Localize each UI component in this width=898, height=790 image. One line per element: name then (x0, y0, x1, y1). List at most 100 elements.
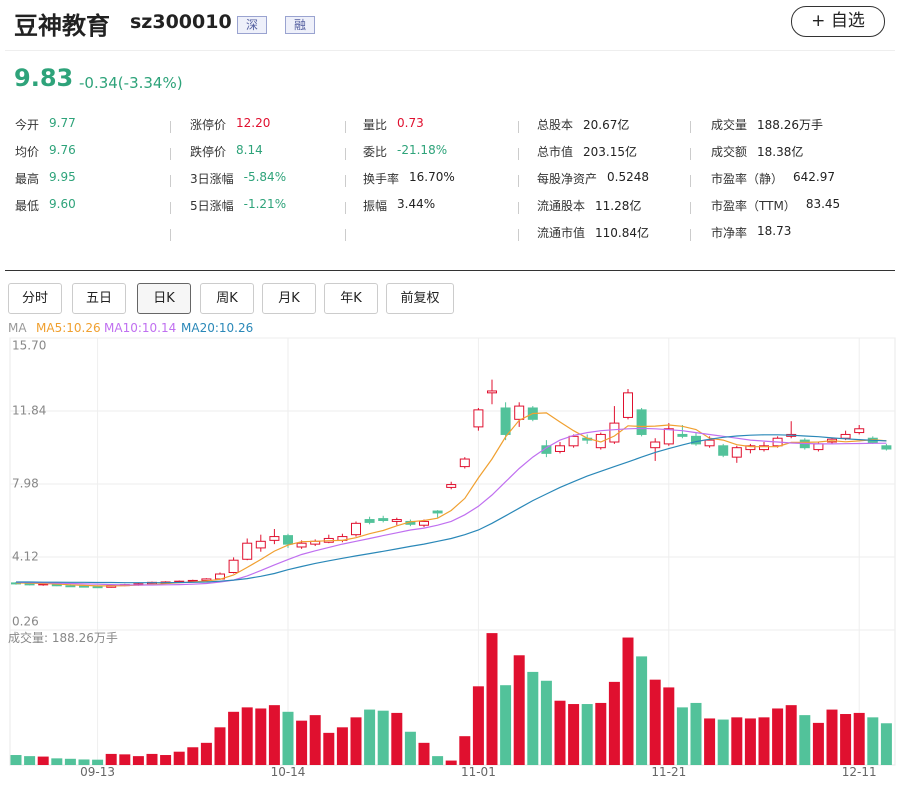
candle-body (759, 445, 769, 451)
volume-bar (663, 687, 675, 765)
volume-bar (119, 754, 131, 765)
stat-value: 203.15亿 (583, 145, 638, 159)
volume-bar (622, 637, 634, 765)
candle-body (500, 407, 511, 435)
candle-body (623, 392, 633, 418)
tab[interactable]: 周K (200, 283, 254, 314)
stat-row: 最高 9.95 (15, 170, 76, 197)
candle-body (813, 443, 824, 451)
volume-bar (636, 656, 648, 765)
stat-label: 流通股本 (537, 199, 586, 213)
tab[interactable]: 五日 (72, 283, 126, 314)
candle-body (568, 435, 579, 447)
legend-entry: MA20:10.26 (181, 321, 253, 335)
volume-bar (690, 702, 702, 765)
stat-value: -5.84% (243, 170, 287, 184)
y-tick-label: 15.70 (12, 339, 46, 353)
stat-label: 今开 (15, 118, 40, 132)
stat-row: 换手率 16.70% (363, 170, 455, 197)
volume-bar (146, 753, 158, 765)
tab[interactable]: 年K (324, 283, 378, 314)
x-tick-label: 12-11 (842, 765, 877, 779)
candle-body (92, 586, 103, 589)
stat-value: 83.45 (805, 197, 841, 211)
separator (518, 202, 519, 214)
volume-bar (500, 685, 512, 765)
volume-bar (350, 717, 362, 765)
volume-bar (867, 717, 879, 765)
volume-bar (758, 717, 770, 765)
volume-bar (717, 719, 729, 765)
candle-body (473, 409, 484, 428)
candle-body (228, 559, 239, 574)
volume-bar (704, 718, 716, 765)
tab[interactable]: 前复权 (386, 283, 454, 314)
separator (345, 148, 346, 160)
divider (5, 270, 895, 271)
candle-body (677, 433, 688, 437)
volume-bar (37, 756, 49, 765)
stat-label: 量比 (363, 118, 388, 132)
price: 9.83 (14, 64, 74, 92)
stat-value: 3.44% (397, 197, 436, 211)
stat-row: 流通股本 11.28亿 (537, 197, 649, 224)
candle-body (255, 540, 266, 549)
volume-bar (472, 686, 484, 765)
tag: 融 (285, 16, 315, 34)
separator (345, 229, 346, 241)
stat-label: 最高 (15, 172, 40, 186)
stat-row: 涨停价 12.20 (190, 116, 286, 143)
volume-bar (268, 705, 280, 765)
volume-bar (853, 712, 865, 765)
separator (170, 121, 171, 133)
separator (518, 229, 519, 241)
candle-body (555, 445, 565, 452)
volume-bar (772, 708, 784, 765)
stat-value: 18.38亿 (757, 145, 804, 159)
stock-name: 豆神教育 (14, 12, 110, 40)
separator (690, 229, 691, 241)
volume-label: 成交量: 188.26万手 (8, 630, 118, 645)
y-tick-label: 0.26 (12, 615, 39, 629)
volume-bar (24, 756, 36, 765)
watchlist-button[interactable]: + 自选 (791, 6, 885, 37)
volume-bar (731, 717, 743, 765)
candle-body (242, 542, 253, 560)
tag: 深 (237, 16, 267, 34)
candle-body (432, 510, 443, 514)
y-tick-label: 4.12 (12, 550, 39, 564)
candle-body (65, 585, 76, 588)
stat-row: 均价 9.76 (15, 143, 76, 170)
volume-bar (323, 732, 335, 765)
stat-value: 12.20 (236, 116, 271, 130)
price-change: -0.34(-3.34%) (79, 74, 183, 92)
tab[interactable]: 分时 (8, 283, 62, 314)
stat-row: 量比 0.73 (363, 116, 455, 143)
candle-body (364, 519, 375, 523)
candle-body (459, 458, 470, 468)
volume-bar (595, 702, 607, 765)
candle-body (636, 409, 647, 435)
tab[interactable]: 日K (137, 283, 191, 314)
tab[interactable]: 月K (262, 283, 316, 314)
stat-label: 3日涨幅 (190, 172, 234, 186)
volume-bar (241, 707, 253, 765)
separator (518, 175, 519, 187)
separator (690, 148, 691, 160)
stat-row: 振幅 3.44% (363, 197, 455, 224)
volume-bar (812, 722, 824, 765)
candle-body (446, 484, 457, 488)
candle-body (840, 433, 851, 439)
separator (690, 175, 691, 187)
volume-bar (105, 753, 117, 765)
candle-body (881, 445, 892, 450)
stat-row: 3日涨幅 -5.84% (190, 170, 286, 197)
stat-value: 188.26万手 (757, 118, 824, 132)
candle-body (541, 445, 552, 454)
stats-column: 成交量 188.26万手 成交额 18.38亿 市盈率（静） 642.97 市盈率（TTM）… (711, 116, 840, 251)
stats-column: 涨停价 12.20 跌停价 8.14 3日涨幅 -5.84% 5日涨幅 -1.21% (190, 116, 286, 224)
stock-code: sz300010 (130, 11, 232, 33)
candle-body (854, 428, 865, 434)
kline-chart: 15.70 11.84 7.98 4.12 0.26 09-13 10-14 11-01 11-… (8, 321, 896, 779)
divider (5, 50, 895, 51)
